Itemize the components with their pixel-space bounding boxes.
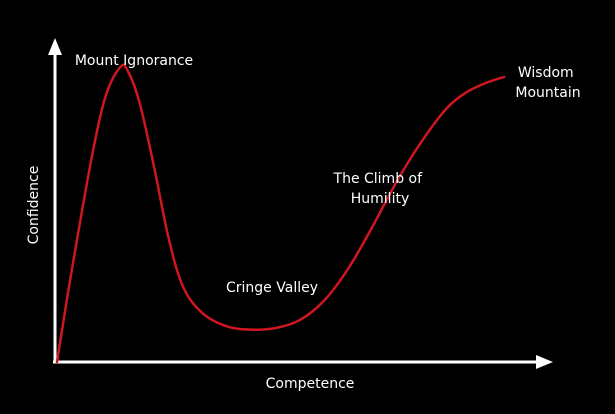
curve-point-22 xyxy=(483,82,486,85)
curve-point-19 xyxy=(420,140,423,143)
curve-point-14 xyxy=(299,318,301,321)
x-axis-arrow-icon xyxy=(536,355,553,369)
curve-point-15 xyxy=(323,299,326,302)
annotation-wisdom-mountain-line-2: Mountain xyxy=(515,85,580,101)
annotation-mount-ignorance-line-1: Mount Ignorance xyxy=(75,53,193,69)
curve-point-18 xyxy=(396,179,399,182)
y-axis-arrow-icon xyxy=(48,38,62,55)
y-axis-label: Confidence xyxy=(26,166,42,245)
curve-point-1 xyxy=(70,270,73,273)
x-axis-label: Competence xyxy=(266,376,355,392)
annotation-climb-of-humility: The Climb of Humility xyxy=(333,171,427,207)
curve-point-11 xyxy=(226,325,229,328)
annotation-mount-ignorance: Mount Ignorance xyxy=(75,53,193,69)
curve-point-13 xyxy=(274,327,277,329)
curve-point-0 xyxy=(56,361,58,363)
curve-point-21 xyxy=(464,92,467,95)
curve-point-20 xyxy=(444,108,447,111)
point-layer xyxy=(56,66,506,363)
annotation-cringe-valley: Cringe Valley xyxy=(226,280,318,296)
curve-point-9 xyxy=(182,286,185,289)
curve-point-17 xyxy=(371,224,374,227)
annotation-wisdom-mountain-line-1: Wisdom xyxy=(518,65,574,81)
annotation-climb-of-humility-line-1: The Climb of xyxy=(333,171,424,187)
curve-point-2 xyxy=(90,160,92,163)
curve-point-6 xyxy=(138,101,141,104)
curve-point-7 xyxy=(153,166,156,169)
curve-point-23 xyxy=(503,75,506,78)
annotation-wisdom-mountain: Wisdom Mountain xyxy=(515,65,580,101)
curve-point-3 xyxy=(104,95,107,98)
annotation-climb-of-humility-line-2: Humility xyxy=(351,191,409,207)
curve-point-16 xyxy=(347,267,350,269)
curve-point-8 xyxy=(167,237,170,240)
curve-point-10 xyxy=(201,312,204,315)
curve-point-4 xyxy=(119,66,122,69)
axes xyxy=(48,38,553,369)
annotation-cringe-valley-line-1: Cringe Valley xyxy=(226,280,318,296)
curve-point-12 xyxy=(250,328,253,331)
curve-point-5 xyxy=(126,69,129,72)
